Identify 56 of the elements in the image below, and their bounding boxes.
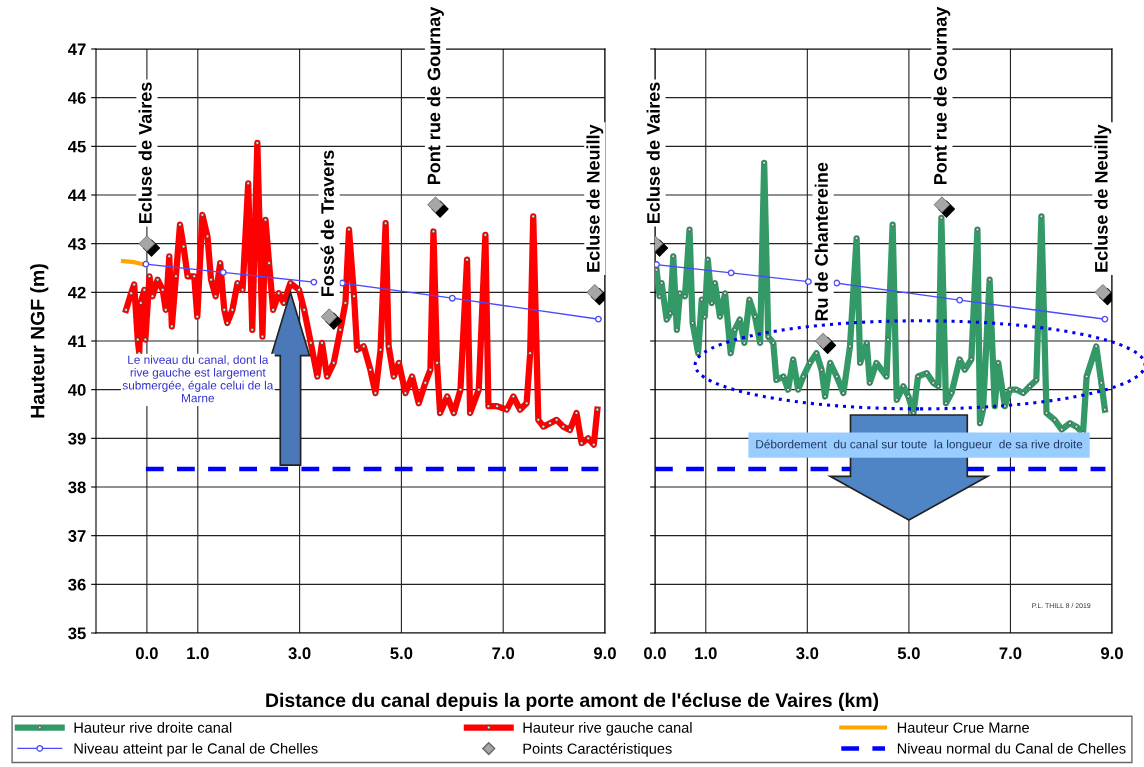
point xyxy=(219,268,227,276)
y-tick-label: 47 xyxy=(67,43,86,56)
point xyxy=(833,279,841,287)
point xyxy=(804,278,812,286)
annotation: Pont rue de Gournay xyxy=(933,6,951,185)
point xyxy=(448,294,456,302)
point xyxy=(338,279,346,287)
x-tick-label: 1.0 xyxy=(695,647,717,660)
point xyxy=(956,296,964,304)
x-tick-label: 3.0 xyxy=(796,647,819,660)
x-tick-label: 5.0 xyxy=(897,647,920,660)
x-tick-label: 5.0 xyxy=(390,647,413,660)
y-tick-label: 37 xyxy=(68,530,86,542)
annotation: Pont rue de Gournay xyxy=(427,6,444,185)
annotation: Ecluse de Neuilly xyxy=(1094,124,1112,272)
x-tick-label: 7.0 xyxy=(492,647,515,660)
annotation: Ecluse de Vaires xyxy=(138,82,152,224)
y-tick-label: 38 xyxy=(68,481,86,494)
y-tick-label: 44 xyxy=(67,189,87,202)
legend-label: Points Caractéristiques xyxy=(523,742,672,757)
point xyxy=(1101,315,1109,323)
x-tick-label: 9.0 xyxy=(593,647,616,660)
x-tick-label: 9.0 xyxy=(1100,647,1123,660)
y-tick-label: 36 xyxy=(68,578,86,591)
legend-label: Niveau atteint par le Canal de Chelles xyxy=(74,742,318,757)
annotation: Le niveau du canal, dont la rive gauche est largement submergée, égale celui de la Marne xyxy=(122,355,274,403)
legend-label: Hauteur rive droite canal xyxy=(74,722,232,733)
y-tick-label: 46 xyxy=(67,92,86,104)
y-tick-label: 35 xyxy=(68,627,86,640)
y-axis-title: Hauteur NGF (m) xyxy=(30,264,49,418)
legend-label: Hauteur rive gauche canal xyxy=(523,722,692,736)
y-tick-label: 45 xyxy=(67,140,86,153)
annotation: Ru de Chantereine xyxy=(814,162,828,321)
y-tick-label: 41 xyxy=(67,335,86,348)
legend-label: Hauteur Crue Marne xyxy=(897,722,1029,733)
y-tick-label: 43 xyxy=(67,238,86,250)
point xyxy=(142,260,150,268)
point xyxy=(310,278,318,286)
point xyxy=(586,284,604,301)
annotation: Ecluse de Vaires xyxy=(646,82,660,224)
annotation: Fossé de Travers xyxy=(320,150,334,297)
annotation: Débordement du canal sur toute la longueur de sa rive droite xyxy=(756,439,1083,451)
x-tick-label: 0.0 xyxy=(644,647,666,660)
x-axis-title: Distance du canal depuis la porte amont de l'écluse de Vaires (km) xyxy=(266,692,879,711)
x-tick-label: 3.0 xyxy=(288,647,311,660)
annotation: Ecluse de Neuilly xyxy=(586,124,604,272)
y-tick-label: 40 xyxy=(67,384,86,396)
point xyxy=(1094,284,1112,301)
x-tick-label: 7.0 xyxy=(999,647,1022,660)
y-tick-label: 42 xyxy=(67,286,86,299)
y-tick-label: 39 xyxy=(68,432,86,445)
legend-label: Niveau normal du Canal de Chelles xyxy=(897,742,1126,754)
point xyxy=(727,269,735,277)
x-tick-label: 0.0 xyxy=(135,647,158,660)
x-tick-label: 1.0 xyxy=(187,647,209,660)
point xyxy=(594,315,602,323)
